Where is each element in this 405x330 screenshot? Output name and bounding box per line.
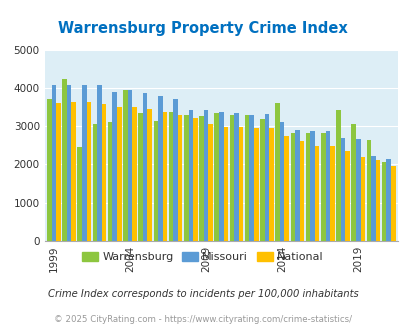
Bar — [71, 102, 76, 241]
Bar — [260, 119, 264, 241]
Bar — [229, 115, 234, 241]
Bar — [158, 96, 162, 241]
Bar — [66, 85, 71, 241]
Bar — [223, 127, 228, 241]
Bar — [173, 99, 177, 241]
Bar — [203, 110, 208, 241]
Bar — [351, 124, 355, 241]
Bar — [284, 136, 288, 241]
Bar — [123, 90, 127, 241]
Bar — [162, 112, 167, 241]
Bar — [390, 166, 394, 241]
Bar — [117, 107, 121, 241]
Bar — [264, 114, 269, 241]
Bar — [320, 133, 325, 241]
Bar — [188, 110, 193, 241]
Bar — [279, 122, 284, 241]
Bar — [375, 160, 379, 241]
Bar — [208, 124, 212, 241]
Text: Warrensburg Property Crime Index: Warrensburg Property Crime Index — [58, 21, 347, 36]
Bar — [177, 115, 182, 241]
Bar — [143, 93, 147, 241]
Bar — [112, 92, 117, 241]
Bar — [147, 109, 151, 241]
Legend: Warrensburg, Missouri, National: Warrensburg, Missouri, National — [78, 248, 327, 267]
Text: © 2025 CityRating.com - https://www.cityrating.com/crime-statistics/: © 2025 CityRating.com - https://www.city… — [54, 315, 351, 324]
Bar — [97, 85, 102, 241]
Bar — [325, 131, 329, 241]
Bar — [305, 133, 309, 241]
Bar — [299, 141, 303, 241]
Bar — [355, 139, 360, 241]
Bar — [269, 128, 273, 241]
Bar — [249, 115, 254, 241]
Bar — [386, 159, 390, 241]
Bar — [238, 127, 243, 241]
Bar — [132, 107, 136, 241]
Bar — [370, 156, 375, 241]
Bar — [47, 99, 51, 241]
Bar — [244, 115, 249, 241]
Bar — [62, 79, 66, 241]
Bar — [127, 90, 132, 241]
Bar — [214, 113, 218, 241]
Bar — [314, 146, 319, 241]
Bar — [102, 104, 106, 241]
Bar — [199, 116, 203, 241]
Bar — [275, 103, 279, 241]
Bar — [366, 140, 370, 241]
Bar — [290, 133, 294, 241]
Bar — [183, 115, 188, 241]
Bar — [56, 103, 60, 241]
Bar — [329, 146, 334, 241]
Bar — [254, 128, 258, 241]
Bar — [360, 157, 364, 241]
Bar — [168, 112, 173, 241]
Bar — [153, 121, 158, 241]
Bar — [138, 113, 143, 241]
Bar — [340, 138, 345, 241]
Bar — [193, 117, 197, 241]
Bar — [51, 85, 56, 241]
Bar — [335, 110, 340, 241]
Bar — [234, 113, 238, 241]
Bar — [77, 147, 82, 241]
Bar — [309, 131, 314, 241]
Bar — [82, 85, 86, 241]
Bar — [108, 122, 112, 241]
Bar — [218, 112, 223, 241]
Bar — [345, 150, 349, 241]
Text: Crime Index corresponds to incidents per 100,000 inhabitants: Crime Index corresponds to incidents per… — [47, 289, 358, 299]
Bar — [92, 124, 97, 241]
Bar — [381, 162, 386, 241]
Bar — [294, 130, 299, 241]
Bar — [86, 102, 91, 241]
